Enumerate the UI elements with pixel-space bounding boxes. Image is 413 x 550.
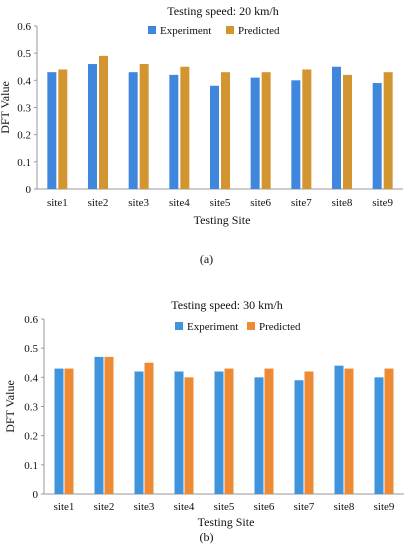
bar-a-predicted-site8 bbox=[343, 74, 352, 189]
bar-b-predicted-site7 bbox=[304, 371, 314, 494]
y-axis-label-a: DFT Value bbox=[0, 81, 12, 134]
bar-a-predicted-site3 bbox=[139, 64, 149, 189]
bar-a-predicted-site2 bbox=[99, 55, 108, 190]
y-tick-label-a-5: 0.5 bbox=[17, 48, 31, 60]
x-tick-label-b-site2: site2 bbox=[94, 501, 115, 513]
x-tick-label-a-site4: site4 bbox=[169, 197, 190, 209]
bar-a-predicted-site4 bbox=[180, 66, 190, 189]
x-tick-label-a-site8: site8 bbox=[332, 197, 353, 209]
bar-b-predicted-site5 bbox=[224, 368, 234, 494]
bar-a-experiment-site5 bbox=[210, 85, 219, 189]
bar-a-predicted-site5 bbox=[221, 72, 230, 189]
y-tick-label-b-2: 0.2 bbox=[24, 431, 38, 443]
x-tick-label-a-site9: site9 bbox=[372, 197, 393, 209]
bar-b-experiment-site2 bbox=[94, 356, 104, 494]
y-tick-label-a-1: 0.1 bbox=[17, 157, 31, 169]
x-tick-label-b-site8: site8 bbox=[334, 501, 355, 513]
y-tick-label-b-5: 0.5 bbox=[24, 343, 38, 355]
legend-swatch-b-0 bbox=[175, 322, 183, 330]
bar-a-experiment-site8 bbox=[332, 66, 341, 189]
x-tick-label-a-site2: site2 bbox=[88, 197, 109, 209]
bar-b-experiment-site8 bbox=[334, 365, 344, 494]
x-tick-label-b-site4: site4 bbox=[174, 501, 195, 513]
y-tick-label-a-4: 0.4 bbox=[17, 75, 31, 87]
bar-a-experiment-site7 bbox=[291, 80, 301, 189]
y-tick-label-b-4: 0.4 bbox=[24, 372, 38, 384]
x-tick-label-a-site5: site5 bbox=[210, 197, 231, 209]
legend-swatch-a-0 bbox=[148, 26, 156, 34]
chart-title-a: Testing speed: 20 km/h bbox=[167, 4, 278, 18]
bar-a-predicted-site7 bbox=[302, 69, 312, 189]
y-tick-label-a-3: 0.3 bbox=[17, 103, 31, 115]
x-tick-label-a-site6: site6 bbox=[250, 197, 271, 209]
x-axis-label-b: Testing Site bbox=[198, 515, 255, 529]
bar-a-experiment-site9 bbox=[372, 83, 382, 189]
bar-a-experiment-site2 bbox=[88, 64, 97, 189]
x-tick-label-b-site7: site7 bbox=[294, 501, 315, 513]
y-tick-label-a-2: 0.2 bbox=[17, 130, 31, 142]
bar-a-experiment-site3 bbox=[128, 72, 138, 189]
y-axis-label-b: DFT Value bbox=[3, 380, 17, 433]
x-axis-label-a: Testing Site bbox=[194, 213, 251, 227]
bar-b-predicted-site9 bbox=[384, 368, 394, 494]
bar-b-predicted-site4 bbox=[184, 377, 194, 494]
bar-b-predicted-site2 bbox=[104, 356, 114, 494]
bar-a-experiment-site1 bbox=[47, 72, 57, 189]
bar-a-experiment-site6 bbox=[250, 77, 260, 189]
legend-label-a-0: Experiment bbox=[160, 25, 211, 37]
bar-b-experiment-site4 bbox=[174, 371, 184, 494]
legend-swatch-a-1 bbox=[226, 26, 234, 34]
bar-b-experiment-site5 bbox=[214, 371, 224, 494]
x-tick-label-b-site3: site3 bbox=[134, 501, 155, 513]
y-tick-label-a-0: 0 bbox=[26, 184, 32, 196]
x-tick-label-b-site1: site1 bbox=[54, 501, 75, 513]
bar-a-predicted-site6 bbox=[261, 72, 271, 189]
y-tick-label-b-6: 0.6 bbox=[24, 314, 38, 326]
x-tick-label-a-site7: site7 bbox=[291, 197, 312, 209]
bar-b-experiment-site6 bbox=[254, 377, 264, 494]
legend-swatch-b-1 bbox=[247, 322, 255, 330]
caption-a: (a) bbox=[199, 252, 214, 266]
bar-a-predicted-site1 bbox=[58, 69, 68, 189]
x-tick-label-b-site6: site6 bbox=[254, 501, 275, 513]
legend-label-a-1: Predicted bbox=[238, 25, 280, 37]
y-tick-label-a-6: 0.6 bbox=[17, 21, 31, 33]
x-tick-label-b-site9: site9 bbox=[374, 501, 395, 513]
bar-b-predicted-site3 bbox=[144, 362, 154, 494]
x-tick-label-a-site1: site1 bbox=[47, 197, 68, 209]
bar-b-predicted-site8 bbox=[344, 368, 354, 494]
x-tick-label-b-site5: site5 bbox=[214, 501, 235, 513]
bar-a-experiment-site4 bbox=[169, 74, 179, 189]
y-tick-label-b-0: 0 bbox=[33, 489, 39, 501]
bar-b-experiment-site3 bbox=[134, 371, 144, 494]
legend-label-b-0: Experiment bbox=[187, 321, 238, 333]
legend-label-b-1: Predicted bbox=[259, 321, 301, 333]
bar-b-predicted-site6 bbox=[264, 368, 274, 494]
bar-a-predicted-site9 bbox=[383, 72, 393, 189]
x-tick-label-a-site3: site3 bbox=[128, 197, 149, 209]
caption-b: (b) bbox=[199, 530, 214, 544]
bar-b-predicted-site1 bbox=[64, 368, 74, 494]
bar-b-experiment-site9 bbox=[374, 377, 384, 494]
bar-b-experiment-site1 bbox=[54, 368, 64, 494]
y-tick-label-b-1: 0.1 bbox=[24, 460, 38, 472]
bar-b-experiment-site7 bbox=[294, 380, 304, 494]
chart-title-b: Testing speed: 30 km/h bbox=[171, 298, 282, 312]
y-tick-label-b-3: 0.3 bbox=[24, 402, 38, 414]
